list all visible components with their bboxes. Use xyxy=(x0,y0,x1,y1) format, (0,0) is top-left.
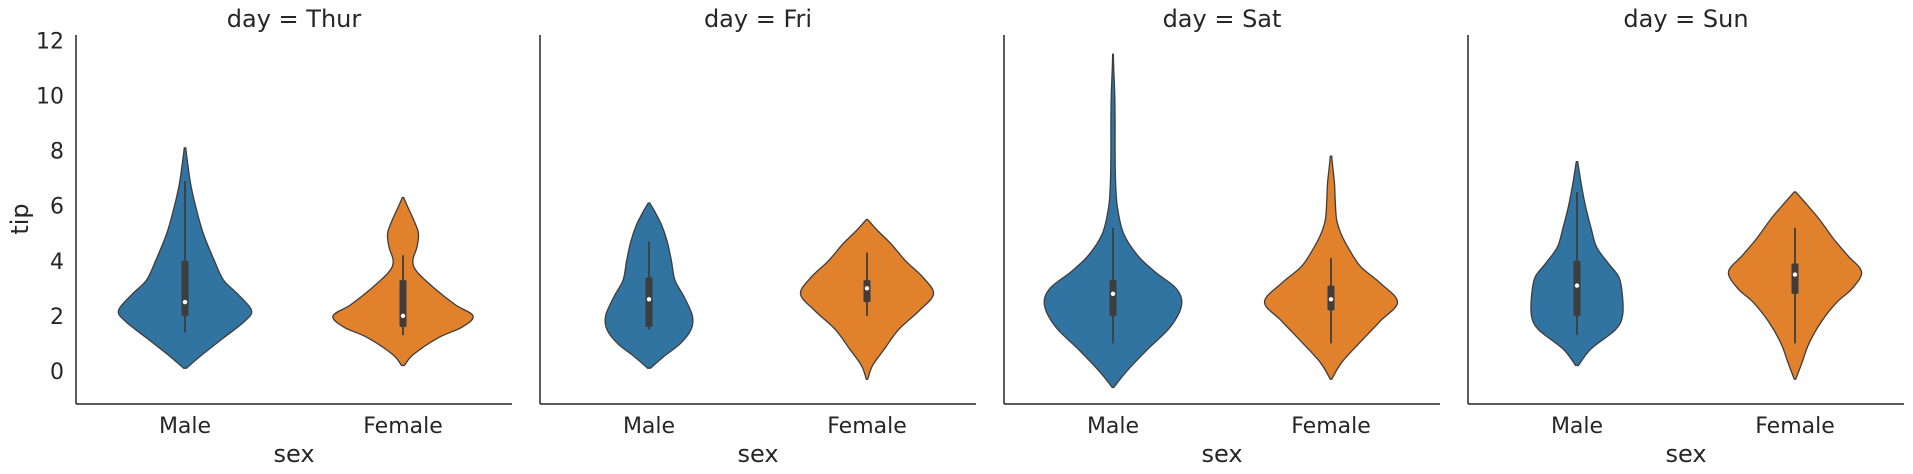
violin-median xyxy=(864,286,870,291)
y-tick-label: 6 xyxy=(50,195,64,220)
violin-box xyxy=(863,280,871,303)
x-tick-label: Female xyxy=(1291,414,1371,439)
facet-panel: day = Sun Male Female sex xyxy=(1467,5,1904,468)
y-tick-label: 0 xyxy=(50,360,64,385)
violin-box xyxy=(1109,280,1117,316)
y-tick-label: 10 xyxy=(36,85,64,110)
facet-panel: day = Fri Male Female sex xyxy=(539,5,976,468)
violin-median xyxy=(1328,297,1334,302)
violin-median xyxy=(400,313,406,319)
y-tick-label: 4 xyxy=(50,250,64,275)
y-axis-label: tip xyxy=(6,203,34,234)
x-tick-label: Female xyxy=(827,414,907,439)
violin-median xyxy=(646,297,652,302)
violin-male xyxy=(1043,53,1183,389)
y-tick-label: 2 xyxy=(50,305,64,330)
y-tick-label: 12 xyxy=(36,30,64,55)
panel-title: day = Sun xyxy=(1623,5,1748,33)
x-axis-label: sex xyxy=(1665,440,1706,468)
y-tick-label: 8 xyxy=(50,140,64,165)
facet-panel: day = Sat Male Female sex xyxy=(1003,5,1440,468)
panel-title: day = Thur xyxy=(227,5,362,33)
violin-box xyxy=(181,260,189,316)
x-axis-label: sex xyxy=(273,440,314,468)
violin-median xyxy=(1110,291,1116,297)
x-tick-label: Male xyxy=(1087,414,1139,439)
violin-median xyxy=(182,299,188,305)
x-tick-label: Male xyxy=(159,414,211,439)
violin-box xyxy=(399,280,407,327)
facet-panel: day = Thur 0 2 4 6 8 10 12 Male Female sex xyxy=(36,5,512,468)
violin-box xyxy=(1573,260,1581,316)
x-tick-label: Male xyxy=(1551,414,1603,439)
x-tick-label: Female xyxy=(363,414,443,439)
x-tick-label: Male xyxy=(623,414,675,439)
violin-box xyxy=(1791,263,1799,294)
panel-title: day = Fri xyxy=(704,5,812,33)
x-axis-label: sex xyxy=(1201,440,1242,468)
violin-median xyxy=(1574,283,1580,288)
violin-median xyxy=(1792,272,1798,277)
violin-box xyxy=(645,277,653,327)
panel-title: day = Sat xyxy=(1163,5,1282,33)
x-axis-label: sex xyxy=(737,440,778,468)
x-tick-label: Female xyxy=(1755,414,1835,439)
